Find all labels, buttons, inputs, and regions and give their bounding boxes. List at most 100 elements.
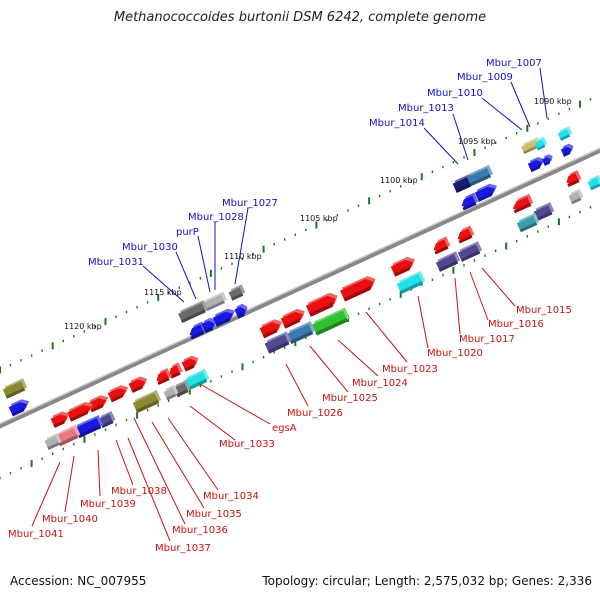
label-mbur-1020[interactable]: Mbur_1020 (427, 348, 483, 359)
label-mbur-1007[interactable]: Mbur_1007 (486, 58, 542, 69)
gene-1037-shadow (110, 393, 124, 403)
label-leader-lines (31, 67, 548, 542)
label-mbur-1014[interactable]: Mbur_1014 (369, 118, 425, 129)
label-mbur-1023[interactable]: Mbur_1023 (382, 364, 438, 375)
leader-mbur-1033 (189, 405, 236, 441)
gene-1009 (521, 140, 539, 154)
label-mbur-1015[interactable]: Mbur_1015 (516, 305, 572, 316)
leader-purp (197, 235, 211, 293)
gene-left-blue-shadow (11, 407, 25, 417)
accession-text: Accession: NC_007955 (10, 574, 147, 588)
gene-1025a (280, 311, 303, 329)
gene-1013 (466, 167, 492, 187)
gene-1038-shadow (90, 403, 104, 413)
label-mbur-1035[interactable]: Mbur_1035 (186, 509, 242, 520)
gene-1026a-shadow (262, 328, 278, 339)
gene-1035 (132, 393, 160, 413)
label-mbur-1034[interactable]: Mbur_1034 (203, 491, 259, 502)
label-mbur-1028[interactable]: Mbur_1028 (188, 212, 244, 223)
gene-1026 (264, 334, 290, 354)
label-mbur-1038[interactable]: Mbur_1038 (111, 486, 167, 497)
leader-mbur-1030 (175, 251, 197, 300)
label-mbur-1009[interactable]: Mbur_1009 (457, 72, 513, 83)
gene-1038 (87, 398, 107, 413)
gene-1024-shadow (309, 302, 334, 317)
leader-mbur-1037 (127, 437, 171, 542)
gene-right-red-shadow (567, 179, 580, 187)
label-mbur-1010[interactable]: Mbur_1010 (427, 88, 483, 99)
leader-mbur-1025 (309, 345, 349, 393)
label-mbur-1033[interactable]: Mbur_1033 (219, 439, 275, 450)
kbp-label-1090: 1090 kbp (534, 97, 572, 106)
gene-purP (212, 311, 234, 327)
leader-mbur-1024 (337, 339, 379, 377)
gene-1017 (435, 254, 459, 272)
label-mbur-1026[interactable]: Mbur_1026 (287, 408, 343, 419)
label-mbur-1024[interactable]: Mbur_1024 (352, 378, 408, 389)
gene-1031b-shadow (190, 330, 205, 340)
gene-1014 (452, 177, 472, 193)
gene-1038b-shadow (101, 420, 114, 428)
label-mbur-1025[interactable]: Mbur_1025 (322, 393, 378, 404)
label-mbur-1027[interactable]: Mbur_1027 (222, 198, 278, 209)
gene-purP-shadow (215, 317, 231, 327)
label-mbur-1036[interactable]: Mbur_1036 (172, 525, 228, 536)
gene-1040a-shadow (53, 419, 66, 428)
label-egsa[interactable]: egsA (272, 423, 297, 434)
gene-1010-shadow (537, 144, 546, 151)
gene-1028 (203, 294, 225, 312)
gene-right-cyan-shadow (590, 183, 600, 191)
leader-mbur-1014 (423, 127, 459, 165)
gene-1020 (396, 274, 424, 294)
gene-1033a-shadow (157, 377, 170, 385)
label-mbur-1041[interactable]: Mbur_1041 (8, 529, 64, 540)
gene-1023 (340, 279, 374, 302)
gene-1040a (50, 414, 68, 428)
gene-left-blue (8, 402, 28, 417)
label-mbur-1037[interactable]: Mbur_1037 (155, 543, 211, 554)
gene-1016 (457, 244, 481, 262)
leader-mbur-1026 (285, 363, 309, 407)
label-mbur-1017[interactable]: Mbur_1017 (459, 334, 515, 345)
gene-1031 (178, 303, 206, 323)
gene-1013b-shadow (477, 192, 493, 202)
gene-1027b-shadow (237, 312, 245, 319)
gene-1015-shadow (536, 211, 553, 221)
leader-mbur-1041 (31, 461, 61, 527)
kbp-label-1100: 1100 kbp (380, 176, 418, 185)
gene-1020a (390, 259, 413, 277)
gene-1015a-shadow (513, 203, 532, 214)
label-mbur-1031[interactable]: Mbur_1031 (88, 257, 144, 268)
gene-1031-shadow (181, 309, 206, 323)
map-title: Methanococcoides burtonii DSM 6242, comp… (113, 10, 487, 25)
gene-1015c-shadow (519, 222, 538, 233)
label-mbur-1039[interactable]: Mbur_1039 (80, 499, 136, 510)
gene-1014b-shadow (462, 201, 477, 211)
label-purp[interactable]: purP (176, 227, 199, 238)
gene-1028-shadow (205, 300, 225, 312)
gene-1016a-shadow (458, 234, 473, 244)
label-mbur-1013[interactable]: Mbur_1013 (398, 103, 454, 114)
gene-1020-shadow (400, 281, 424, 294)
leader-mbur-1009 (510, 81, 531, 128)
gene-1024 (305, 295, 336, 317)
leader-mbur-1031 (142, 265, 185, 303)
label-mbur-1030[interactable]: Mbur_1030 (122, 242, 178, 253)
gene-1014-shadow (455, 183, 472, 193)
leader-mbur-1040 (64, 455, 75, 513)
gene-1010b-shadow (543, 161, 550, 166)
gene-1039b (74, 418, 102, 438)
gene-egsA-b-shadow (170, 371, 181, 379)
gene-1009b-shadow (530, 164, 541, 172)
leader-mbur-1038 (115, 439, 134, 486)
gene-1025 (286, 324, 314, 344)
label-mbur-1016[interactable]: Mbur_1016 (488, 319, 544, 330)
label-mbur-1040[interactable]: Mbur_1040 (42, 514, 98, 525)
gene-1025a-shadow (283, 317, 301, 329)
kbp-label-1095: 1095 kbp (458, 137, 496, 146)
genome-backbone (0, 147, 600, 429)
leader-mbur-1039 (97, 449, 101, 497)
gene-1033-shadow (176, 389, 189, 397)
gene-1037 (107, 388, 127, 403)
